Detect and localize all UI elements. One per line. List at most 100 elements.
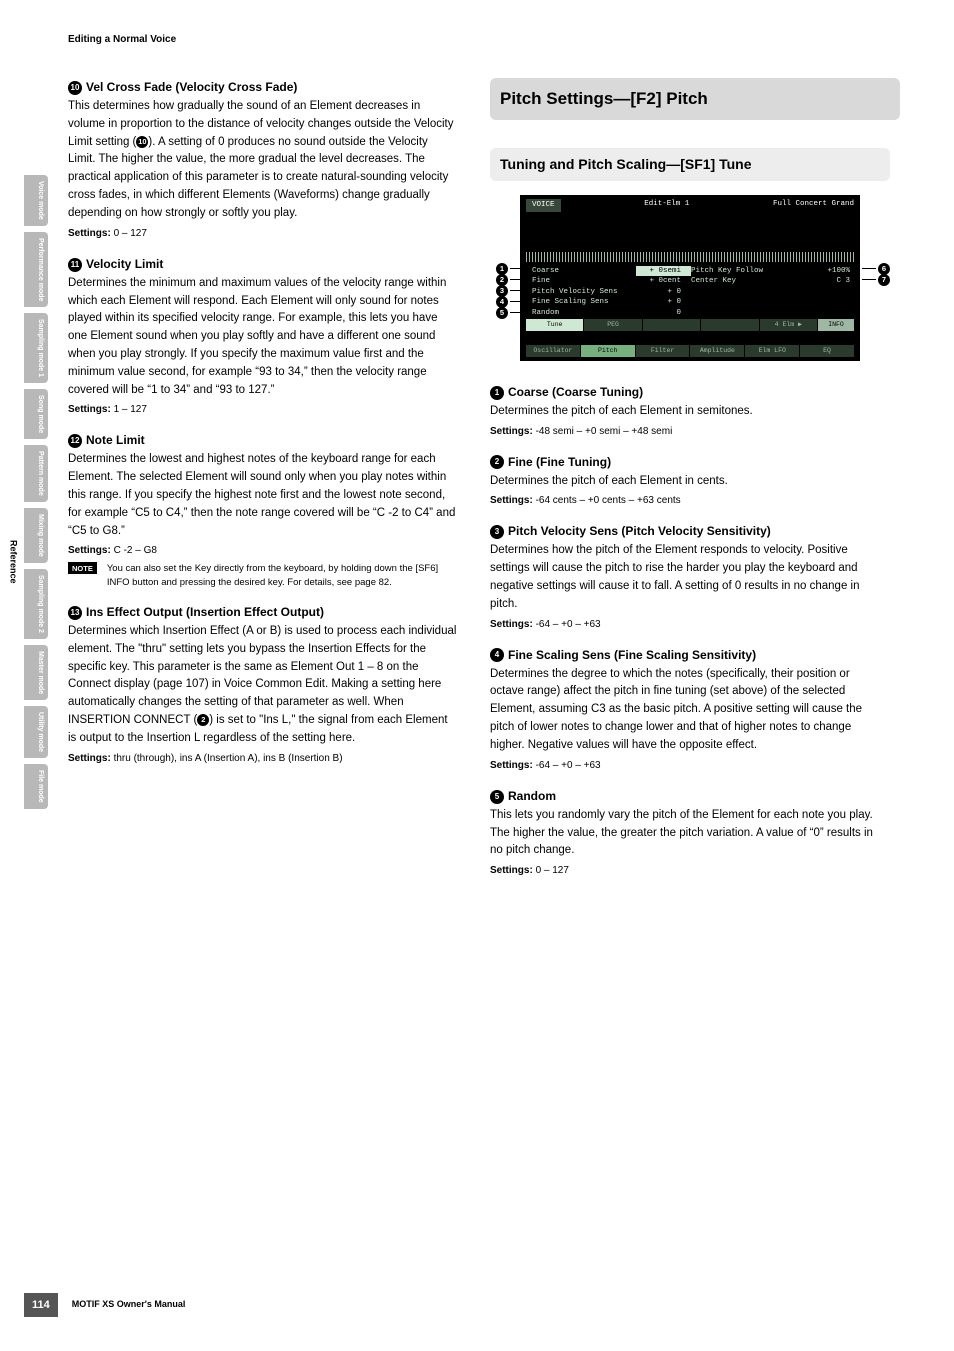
lcd-cell: + 0 [636, 297, 691, 308]
side-tab: Voice mode [24, 175, 48, 226]
page-footer: 114 MOTIF XS Owner's Manual [24, 1293, 185, 1318]
side-tab: Sampling mode 1 [24, 313, 48, 383]
subsection-heading: Tuning and Pitch Scaling—[SF1] Tune [490, 148, 890, 181]
side-tab: Performance mode [24, 232, 48, 307]
lcd-mode: VOICE [526, 199, 561, 212]
settings-value: -64 – +0 – +63 [536, 619, 601, 630]
lcd-cell [791, 308, 854, 319]
lcd-sub-tab: 4 Elm ▶ [760, 319, 817, 331]
right-column: Pitch Settings—[F2] Pitch Tuning and Pit… [490, 78, 880, 892]
param-number-icon: 5 [490, 790, 504, 804]
settings-label: Settings: [68, 228, 111, 239]
lcd-cell: C 3 [791, 276, 854, 287]
param-body: Determines the pitch of each Element in … [490, 403, 880, 421]
param-name: Vel Cross Fade (Velocity Cross Fade) [86, 80, 297, 94]
settings-value: 0 – 127 [536, 865, 569, 876]
lcd-cell: + 0 [636, 287, 691, 298]
lcd-cell: Coarse [526, 266, 636, 277]
lcd-sub-tab: PEG [584, 319, 641, 331]
param-body: Determines how the pitch of the Element … [490, 542, 880, 613]
param-body: This determines how gradually the sound … [68, 98, 458, 223]
param-name: Velocity Limit [86, 257, 163, 271]
lcd-cell [791, 297, 854, 308]
side-reference-label: Reference [6, 540, 20, 584]
side-tab: Pattern mode [24, 445, 48, 502]
lcd-row: Fine+ 0centCenter KeyC 3 [526, 276, 854, 287]
param-name: Ins Effect Output (Insertion Effect Outp… [86, 605, 324, 619]
lcd-cell [691, 287, 791, 298]
lcd-panel: VOICE Edit-Elm 1 Full Concert Grand Coar… [520, 195, 860, 361]
note-text: You can also set the Key directly from t… [107, 562, 458, 589]
side-tab: Utility mode [24, 706, 48, 758]
settings-value: thru (through), ins A (Insertion A), ins… [114, 753, 343, 764]
param-name: Fine Scaling Sens (Fine Scaling Sensitiv… [508, 648, 756, 662]
settings-line: Settings: -48 semi – +0 semi – +48 semi [490, 424, 880, 439]
lcd-cell [791, 287, 854, 298]
param-name: Fine (Fine Tuning) [508, 455, 611, 469]
param-body: Determines the lowest and highest notes … [68, 451, 458, 540]
param-number-icon: 1 [490, 386, 504, 400]
param-title: 13 Ins Effect Output (Insertion Effect Ou… [68, 603, 458, 621]
lcd-cell: Fine [526, 276, 636, 287]
param-title: 2 Fine (Fine Tuning) [490, 453, 880, 471]
lcd-sub-tabs: Tune PEG 4 Elm ▶ INFO [526, 319, 854, 331]
settings-label: Settings: [490, 426, 533, 437]
param-name: Note Limit [86, 433, 145, 447]
settings-value: -64 cents – +0 cents – +63 cents [536, 495, 681, 506]
page-number: 114 [24, 1293, 58, 1318]
lcd-keyboard-ruler-icon [526, 252, 854, 262]
param-title: 12Note Limit [68, 431, 458, 449]
side-tab: Song mode [24, 389, 48, 439]
lcd-sub-tab: Tune [526, 319, 583, 331]
settings-line: Settings: 0 – 127 [490, 863, 880, 878]
param-number-icon: 13 [68, 606, 82, 620]
lcd-function-tabs: Oscillator Pitch Filter Amplitude Elm LF… [526, 345, 854, 357]
settings-line: Settings: 0 – 127 [68, 226, 458, 241]
param-number-icon: 11 [68, 258, 82, 272]
lcd-cell [691, 297, 791, 308]
lcd-cell: Pitch Key Follow [691, 266, 791, 277]
lcd-cell: + 0semi [636, 266, 691, 277]
lcd-screenshot: 1 2 3 4 5 6 7 VOICE Edit-Elm 1 Full Conc… [490, 195, 890, 361]
side-tab: File mode [24, 764, 48, 809]
settings-value: 0 – 127 [114, 228, 147, 239]
lcd-edit-label: Edit-Elm 1 [644, 199, 689, 212]
lcd-func-tab: Pitch [581, 345, 635, 357]
settings-line: Settings: C -2 – G8 [68, 543, 458, 558]
param-name: Random [508, 789, 556, 803]
param-number-icon: 10 [68, 81, 82, 95]
param-name: Coarse (Coarse Tuning) [508, 385, 643, 399]
param-number-icon: 3 [490, 525, 504, 539]
lcd-row: Pitch Velocity Sens+ 0 [526, 287, 854, 298]
param-number-icon: 4 [490, 648, 504, 662]
lcd-title-bar: VOICE Edit-Elm 1 Full Concert Grand [526, 199, 854, 212]
inline-ref-icon: 10 [136, 136, 148, 148]
param-name: Pitch Velocity Sens (Pitch Velocity Sens… [508, 524, 771, 538]
lcd-row: Random0 [526, 308, 854, 319]
settings-value: -48 semi – +0 semi – +48 semi [536, 426, 673, 437]
side-tabs: Voice mode Performance mode Sampling mod… [24, 175, 48, 809]
lcd-func-tab: EQ [800, 345, 854, 357]
lcd-sub-tab [701, 319, 758, 331]
param-title: 10 Vel Cross Fade (Velocity Cross Fade) [68, 78, 458, 96]
footer-text: MOTIF XS Owner's Manual [72, 1298, 186, 1312]
settings-value: -64 – +0 – +63 [536, 760, 601, 771]
settings-value: 1 – 127 [114, 404, 147, 415]
lcd-func-tab: Amplitude [690, 345, 744, 357]
lcd-row: Fine Scaling Sens+ 0 [526, 297, 854, 308]
param-body: Determines the degree to which the notes… [490, 666, 880, 755]
lcd-cell [691, 308, 791, 319]
param-number-icon: 2 [490, 455, 504, 469]
settings-line: Settings: -64 cents – +0 cents – +63 cen… [490, 493, 880, 508]
lcd-voice-name: Full Concert Grand [773, 199, 854, 212]
lcd-cell: +100% [791, 266, 854, 277]
callout-number-icon: 7 [878, 274, 890, 286]
callout: 7 [862, 274, 890, 286]
lcd-cell: + 0cent [636, 276, 691, 287]
settings-label: Settings: [490, 619, 533, 630]
settings-label: Settings: [490, 760, 533, 771]
settings-line: Settings: 1 – 127 [68, 402, 458, 417]
param-body: Determines the pitch of each Element in … [490, 473, 880, 491]
settings-line: Settings: thru (through), ins A (Inserti… [68, 751, 458, 766]
settings-line: Settings: -64 – +0 – +63 [490, 617, 880, 632]
